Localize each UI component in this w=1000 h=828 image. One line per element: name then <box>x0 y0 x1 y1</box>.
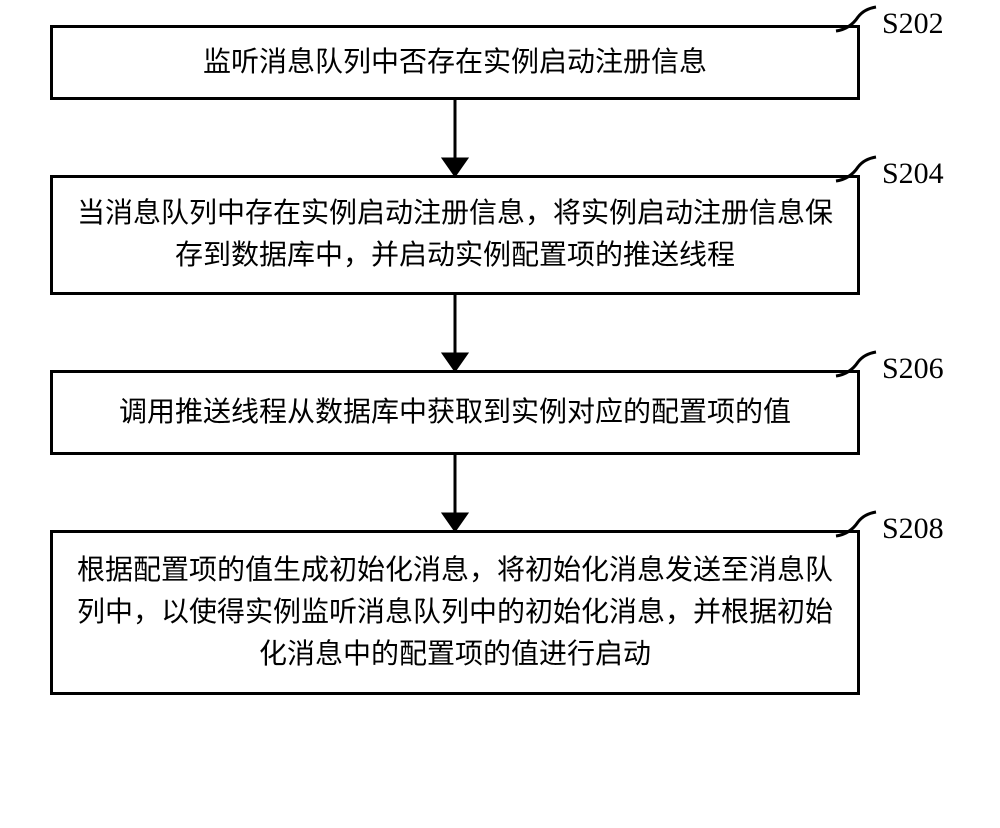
step-text: 当消息队列中存在实例启动注册信息，将实例启动注册信息保存到数据库中，并启动实例配… <box>73 193 837 277</box>
step-text: 监听消息队列中否存在实例启动注册信息 <box>203 42 707 84</box>
step-box: 监听消息队列中否存在实例启动注册信息 <box>50 25 860 100</box>
flowchart-arrow <box>50 295 860 370</box>
step-box: 调用推送线程从数据库中获取到实例对应的配置项的值 <box>50 370 860 455</box>
step-label: S204 <box>882 157 944 191</box>
step-box: 根据配置项的值生成初始化消息，将初始化消息发送至消息队列中，以使得实例监听消息队… <box>50 530 860 695</box>
flowchart-step-2: S204当消息队列中存在实例启动注册信息，将实例启动注册信息保存到数据库中，并启… <box>50 175 950 295</box>
flowchart-step-1: S202监听消息队列中否存在实例启动注册信息 <box>50 25 950 100</box>
step-label: S202 <box>882 7 944 41</box>
flowchart-step-3: S206调用推送线程从数据库中获取到实例对应的配置项的值 <box>50 370 950 455</box>
step-tick-mark <box>834 5 878 33</box>
flowchart-step-4: S208根据配置项的值生成初始化消息，将初始化消息发送至消息队列中，以使得实例监… <box>50 530 950 695</box>
step-text: 根据配置项的值生成初始化消息，将初始化消息发送至消息队列中，以使得实例监听消息队… <box>73 550 837 676</box>
step-label: S208 <box>882 512 944 546</box>
step-tick-mark <box>834 350 878 378</box>
step-tick-mark <box>834 510 878 538</box>
step-tick-mark <box>834 155 878 183</box>
flowchart-container: S202监听消息队列中否存在实例启动注册信息S204当消息队列中存在实例启动注册… <box>50 25 950 695</box>
step-box: 当消息队列中存在实例启动注册信息，将实例启动注册信息保存到数据库中，并启动实例配… <box>50 175 860 295</box>
flowchart-arrow <box>50 100 860 175</box>
step-text: 调用推送线程从数据库中获取到实例对应的配置项的值 <box>119 392 791 434</box>
flowchart-arrow <box>50 455 860 530</box>
step-label: S206 <box>882 352 944 386</box>
